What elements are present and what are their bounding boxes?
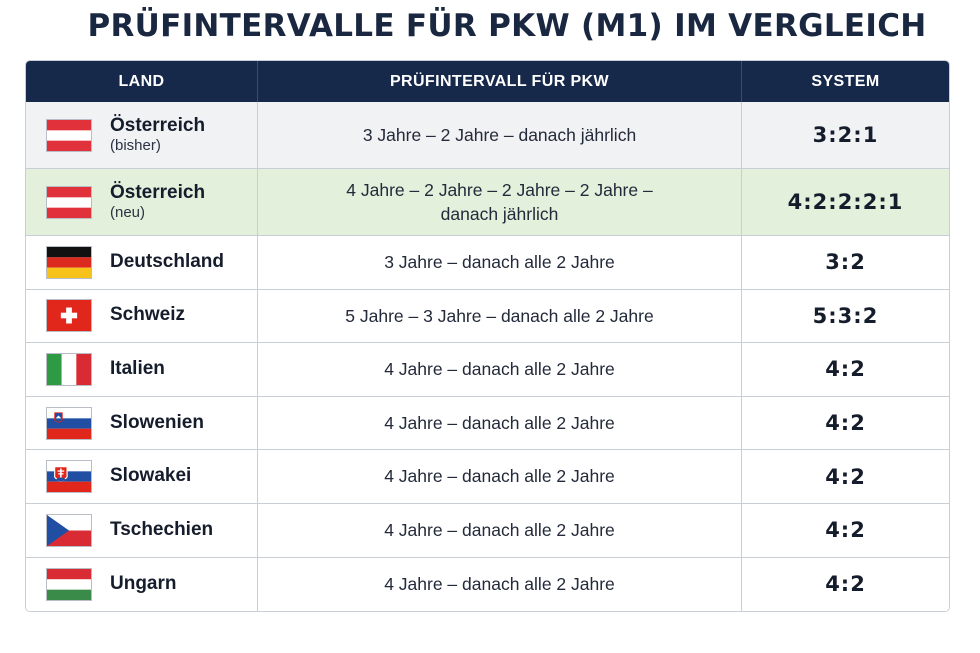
slovenia-flag-icon bbox=[46, 406, 92, 440]
system-value: 4:2 bbox=[825, 464, 866, 489]
table-row: Italien 4 Jahre – danach alle 2 Jahre 4:… bbox=[26, 343, 949, 397]
comparison-table: LAND PRÜFINTERVALL FÜR PKW SYSTEM Österr… bbox=[25, 60, 950, 613]
table-row: Österreich (neu) 4 Jahre – 2 Jahre – 2 J… bbox=[26, 169, 949, 236]
table-row: Slowenien 4 Jahre – danach alle 2 Jahre … bbox=[26, 396, 949, 451]
system-value: 4:2 bbox=[825, 411, 866, 436]
table-row: Deutschland 3 Jahre – danach alle 2 Jahr… bbox=[26, 236, 949, 290]
header-land: LAND bbox=[26, 61, 258, 102]
system-value: 4:2 bbox=[825, 357, 866, 382]
country-name: Slowenien bbox=[110, 411, 204, 433]
country-note: (bisher) bbox=[110, 137, 161, 155]
system-value: 4:2:2:2:1 bbox=[787, 190, 904, 214]
page-title: PRÜFINTERVALLE FÜR PKW (M1) IM VERGLEICH bbox=[87, 8, 927, 44]
table-row: Slowakei 4 Jahre – danach alle 2 Jahre 4… bbox=[26, 450, 949, 504]
interval-text: 3 Jahre – 2 Jahre – danach jährlich bbox=[362, 124, 637, 145]
country-name: Italien bbox=[110, 358, 165, 380]
country-cell: Österreich (bisher) bbox=[26, 102, 258, 168]
country-cell: Tschechien bbox=[26, 503, 258, 557]
header-interval: PRÜFINTERVALL FÜR PKW bbox=[258, 61, 742, 102]
system-value: 5:3:2 bbox=[812, 303, 879, 328]
country-name: Deutschland bbox=[110, 250, 225, 272]
germany-flag-icon bbox=[46, 245, 92, 279]
system-value: 3:2 bbox=[825, 250, 866, 275]
system-value: 3:2:1 bbox=[812, 123, 879, 147]
interval-text: 3 Jahre – danach alle 2 Jahre bbox=[384, 252, 615, 273]
country-cell: Slowenien bbox=[26, 396, 258, 450]
country-name: Tschechien bbox=[110, 518, 214, 540]
country-cell: Slowakei bbox=[26, 450, 258, 503]
italy-flag-icon bbox=[46, 352, 92, 386]
hungary-flag-icon bbox=[46, 567, 92, 601]
interval-text: 4 Jahre – 2 Jahre – 2 Jahre – 2 Jahre – … bbox=[346, 179, 653, 225]
interval-text: 5 Jahre – 3 Jahre – danach alle 2 Jahre bbox=[345, 305, 654, 326]
country-cell: Österreich (neu) bbox=[26, 169, 258, 235]
system-value: 4:2 bbox=[825, 572, 866, 597]
country-name: Slowakei bbox=[110, 465, 192, 487]
austria-flag-icon bbox=[46, 185, 92, 219]
table-row: Österreich (bisher) 3 Jahre – 2 Jahre – … bbox=[26, 102, 949, 169]
interval-text: 4 Jahre – danach alle 2 Jahre bbox=[384, 359, 615, 380]
czechia-flag-icon bbox=[46, 513, 92, 547]
austria-flag-icon bbox=[46, 118, 92, 152]
interval-text: 4 Jahre – danach alle 2 Jahre bbox=[384, 574, 615, 595]
table-row: Schweiz 5 Jahre – 3 Jahre – danach alle … bbox=[26, 289, 949, 344]
table-row: Tschechien 4 Jahre – danach alle 2 Jahre… bbox=[26, 503, 949, 558]
interval-text: 4 Jahre – danach alle 2 Jahre bbox=[384, 466, 615, 487]
country-name: Schweiz bbox=[110, 304, 185, 326]
country-name: Österreich bbox=[110, 114, 206, 136]
country-name: Ungarn bbox=[110, 572, 177, 594]
country-cell: Ungarn bbox=[26, 557, 258, 612]
country-cell: Italien bbox=[26, 343, 258, 396]
interval-text: 4 Jahre – danach alle 2 Jahre bbox=[384, 412, 615, 433]
table-header: LAND PRÜFINTERVALL FÜR PKW SYSTEM bbox=[26, 61, 949, 102]
country-cell: Schweiz bbox=[26, 289, 258, 343]
country-name: Österreich bbox=[110, 181, 206, 203]
header-system: SYSTEM bbox=[811, 72, 880, 90]
switzerland-flag-icon bbox=[46, 299, 92, 333]
interval-text: 4 Jahre – danach alle 2 Jahre bbox=[384, 520, 615, 541]
country-cell: Deutschland bbox=[26, 236, 258, 289]
table-row: Ungarn 4 Jahre – danach alle 2 Jahre 4:2 bbox=[26, 557, 949, 612]
system-value: 4:2 bbox=[825, 518, 866, 543]
slovakia-flag-icon bbox=[46, 460, 92, 494]
country-note: (neu) bbox=[110, 204, 146, 222]
